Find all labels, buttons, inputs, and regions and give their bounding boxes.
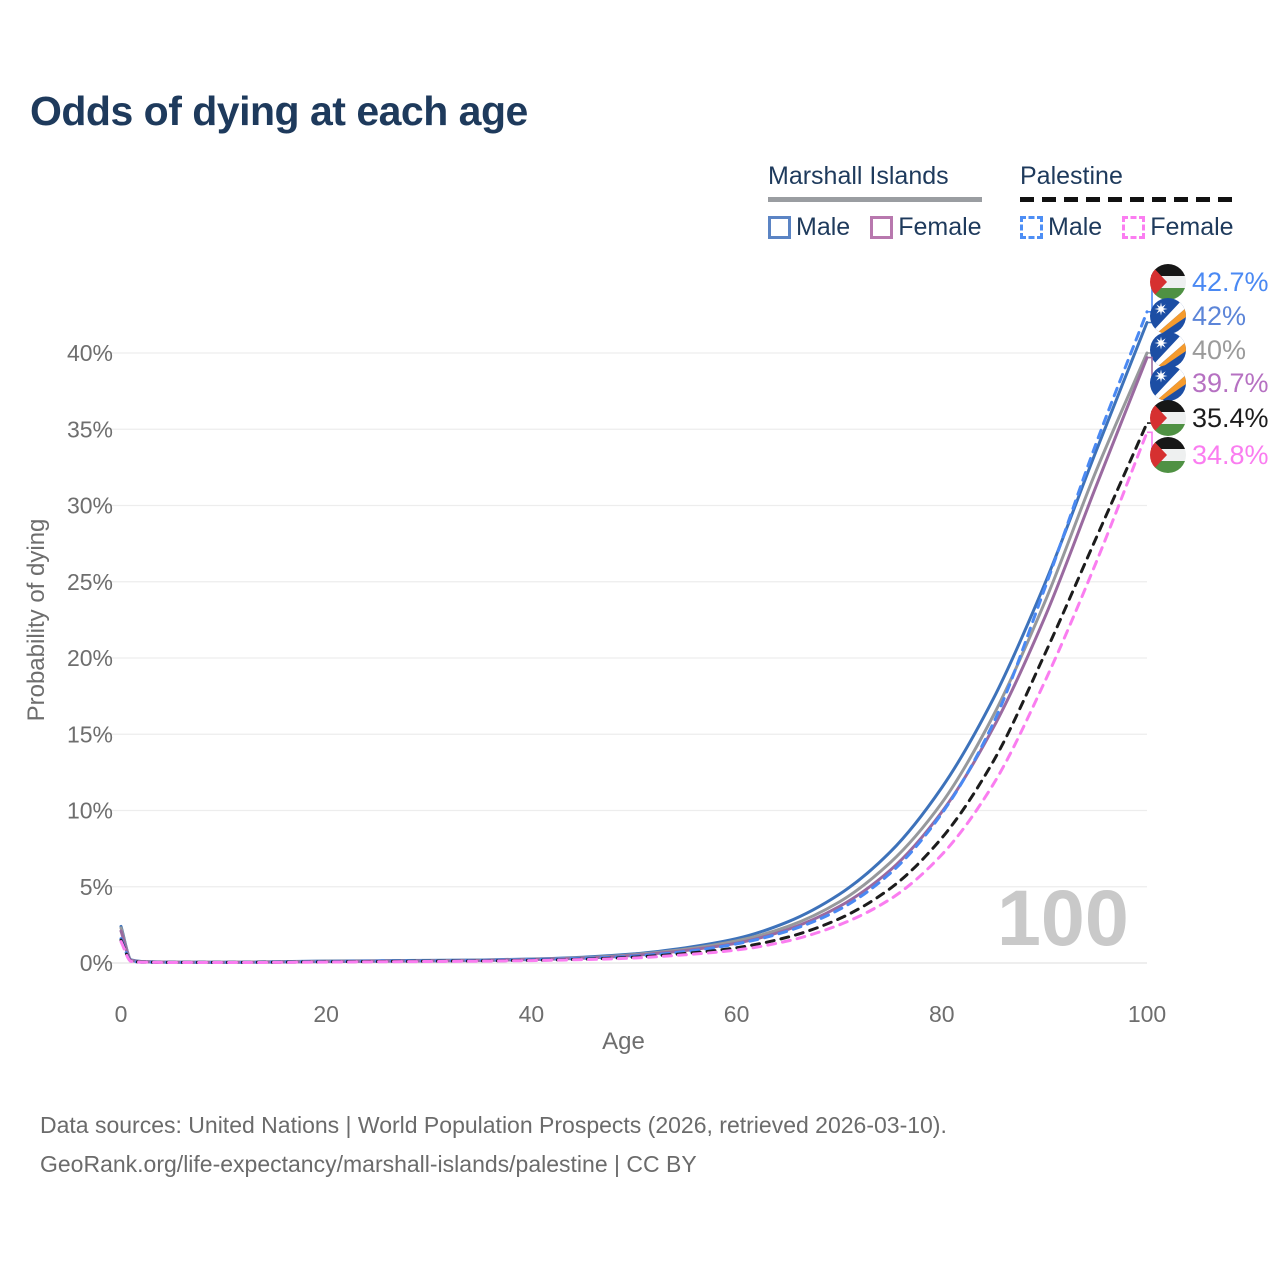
end-value-label-marshall-islands: 40% bbox=[1192, 335, 1246, 365]
legend-swatch-solid-purple bbox=[870, 216, 894, 239]
end-value-label-palestine-female: 34.8% bbox=[1192, 440, 1269, 470]
legend-group-marshall-islands: Marshall Islands Male Female bbox=[768, 162, 982, 242]
legend-country-label: Palestine bbox=[1020, 162, 1123, 190]
y-tick-label: 15% bbox=[67, 721, 113, 747]
legend-item-label: Male bbox=[1048, 213, 1103, 241]
y-tick-label: 0% bbox=[80, 950, 113, 976]
footer-attribution: GeoRank.org/life-expectancy/marshall-isl… bbox=[40, 1151, 697, 1177]
legend-item-palestine-female[interactable]: Female bbox=[1122, 213, 1234, 242]
flag-icon-marshall bbox=[1150, 332, 1186, 368]
legend-item-marshall-female[interactable]: Female bbox=[870, 213, 982, 242]
y-tick-label: 20% bbox=[67, 645, 113, 671]
x-tick-label: 80 bbox=[929, 1001, 955, 1027]
x-axis-title: Age bbox=[602, 1028, 645, 1055]
series-line-palestine-female[interactable] bbox=[119, 430, 1149, 964]
legend-swatch-dashed-blue bbox=[1020, 216, 1043, 239]
x-tick-label: 40 bbox=[519, 1001, 545, 1027]
y-tick-label: 40% bbox=[67, 340, 113, 366]
end-value-label-palestine-male: 42.7% bbox=[1192, 267, 1269, 297]
x-tick-label: 100 bbox=[1128, 1001, 1166, 1027]
y-tick-label: 35% bbox=[67, 416, 113, 442]
legend-country-rule-dashed bbox=[1020, 197, 1234, 202]
legend-item-marshall-male[interactable]: Male bbox=[768, 213, 850, 242]
x-tick-label: 20 bbox=[313, 1001, 339, 1027]
legend-item-label: Male bbox=[796, 213, 851, 241]
x-tick-label: 60 bbox=[724, 1001, 750, 1027]
y-tick-label: 5% bbox=[80, 874, 113, 900]
series-line-marshall-islands-male[interactable] bbox=[119, 321, 1149, 964]
flag-icon-palestine bbox=[1150, 437, 1186, 473]
end-value-label-marshall-islands-female: 39.7% bbox=[1192, 368, 1269, 398]
legend-country-rule-solid bbox=[768, 197, 982, 202]
y-tick-label: 30% bbox=[67, 493, 113, 519]
y-tick-label: 10% bbox=[67, 798, 113, 824]
page-title: Odds of dying at each age bbox=[30, 88, 528, 134]
legend-group-palestine: Palestine Male Female bbox=[1020, 162, 1234, 242]
footer-data-sources: Data sources: United Nations | World Pop… bbox=[40, 1112, 947, 1138]
y-axis-title: Probability of dying bbox=[23, 519, 50, 722]
flag-icon-palestine bbox=[1150, 400, 1186, 436]
flag-icon-marshall bbox=[1150, 298, 1186, 334]
legend-swatch-dashed-pink bbox=[1122, 216, 1146, 239]
flag-icon-palestine bbox=[1150, 264, 1186, 300]
flag-icon-marshall bbox=[1150, 365, 1186, 401]
series-line-palestine-male[interactable] bbox=[119, 310, 1149, 964]
legend-item-palestine-male[interactable]: Male bbox=[1020, 213, 1102, 242]
footer: Data sources: United Nations | World Pop… bbox=[40, 1106, 947, 1184]
y-tick-label: 25% bbox=[67, 569, 113, 595]
end-value-label-palestine: 35.4% bbox=[1192, 403, 1269, 433]
legend-country-label: Marshall Islands bbox=[768, 162, 949, 190]
series-line-palestine[interactable] bbox=[119, 421, 1149, 964]
legend-swatch-solid-blue bbox=[768, 216, 791, 239]
x-tick-label: 0 bbox=[115, 1001, 128, 1027]
series-line-marshall-islands-female[interactable] bbox=[119, 356, 1149, 964]
legend-item-label: Female bbox=[1150, 213, 1234, 241]
age-watermark: 100 bbox=[997, 873, 1129, 962]
legend-item-label: Female bbox=[898, 213, 982, 241]
end-value-label-marshall-islands-male: 42% bbox=[1192, 301, 1246, 331]
